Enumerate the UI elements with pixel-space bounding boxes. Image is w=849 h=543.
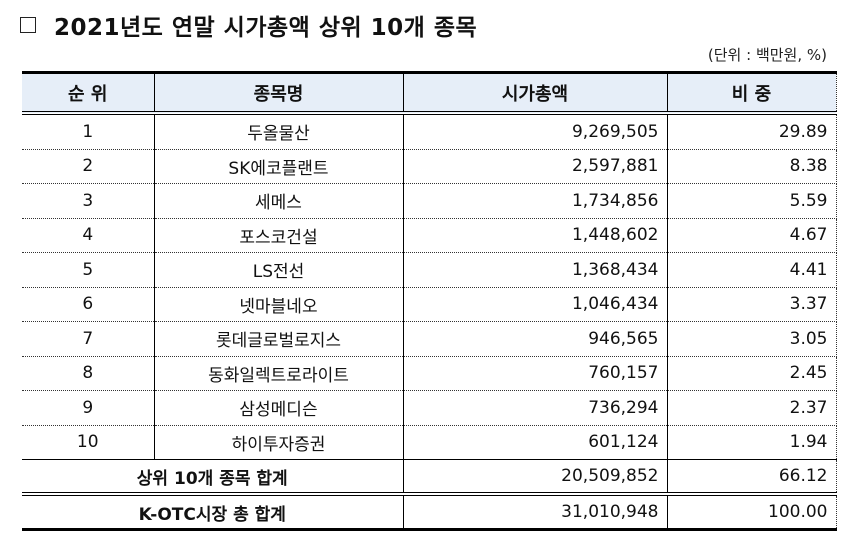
name-cell: SK에코플랜트 <box>153 149 403 184</box>
market-cap-cell: 9,269,505 <box>402 113 667 150</box>
share-cell: 1.94 <box>666 425 837 460</box>
market-total-label: K-OTC시장 총 합계 <box>22 494 403 531</box>
table-row: 8 동화일렉트로라이트 760,157 2.45 <box>22 356 837 391</box>
page-title: 2021년도 연말 시가총액 상위 10개 종목 <box>20 8 477 42</box>
table-row: 9 삼성메디슨 736,294 2.37 <box>22 390 837 426</box>
rank-cell: 7 <box>22 321 154 357</box>
market-cap-cell: 1,368,434 <box>402 252 667 288</box>
share-cell: 4.41 <box>666 252 837 288</box>
rank-cell: 6 <box>22 287 154 322</box>
share-cell: 2.45 <box>666 356 837 391</box>
header-share: 비 중 <box>666 71 837 115</box>
rank-cell: 3 <box>22 183 154 219</box>
rank-cell: 10 <box>22 425 154 460</box>
unit-note: (단위 : 백만원, %) <box>707 46 827 64</box>
top10-total-share: 66.12 <box>666 459 837 496</box>
rank-cell: 4 <box>22 218 154 253</box>
name-cell: 세메스 <box>153 183 403 219</box>
name-cell: 포스코건설 <box>153 218 403 253</box>
top10-total-row: 상위 10개 종목 합계 20,509,852 66.12 <box>22 459 837 496</box>
header-name: 종목명 <box>153 71 403 115</box>
market-total-market-cap: 31,010,948 <box>402 494 667 531</box>
header-market-cap: 시가총액 <box>402 71 667 115</box>
market-cap-cell: 2,597,881 <box>402 149 667 184</box>
share-cell: 4.67 <box>666 218 837 253</box>
table-row: 4 포스코건설 1,448,602 4.67 <box>22 218 837 253</box>
rank-cell: 9 <box>22 390 154 426</box>
market-cap-cell: 946,565 <box>402 321 667 357</box>
share-cell: 3.05 <box>666 321 837 357</box>
name-cell: 삼성메디슨 <box>153 390 403 426</box>
name-cell: 롯데글로벌로지스 <box>153 321 403 357</box>
share-cell: 29.89 <box>666 113 837 150</box>
market-cap-cell: 760,157 <box>402 356 667 391</box>
market-total-share: 100.00 <box>666 494 837 531</box>
title-text: 2021년도 연말 시가총액 상위 10개 종목 <box>54 15 478 41</box>
share-cell: 2.37 <box>666 390 837 426</box>
market-cap-cell: 1,046,434 <box>402 287 667 322</box>
name-cell: 두올물산 <box>153 113 403 150</box>
header-row: 순 위 종목명 시가총액 비 중 <box>22 71 837 115</box>
name-cell: LS전선 <box>153 252 403 288</box>
market-cap-table: 순 위 종목명 시가총액 비 중 1 두올물산 9,269,505 29.89 … <box>22 71 837 531</box>
market-cap-cell: 1,448,602 <box>402 218 667 253</box>
market-cap-cell: 1,734,856 <box>402 183 667 219</box>
market-cap-cell: 601,124 <box>402 425 667 460</box>
table-row: 6 넷마블네오 1,046,434 3.37 <box>22 287 837 322</box>
table-row: 5 LS전선 1,368,434 4.41 <box>22 252 837 288</box>
table-row: 10 하이투자증권 601,124 1.94 <box>22 425 837 460</box>
name-cell: 넷마블네오 <box>153 287 403 322</box>
table-row: 3 세메스 1,734,856 5.59 <box>22 183 837 219</box>
name-cell: 하이투자증권 <box>153 425 403 460</box>
table-row: 7 롯데글로벌로지스 946,565 3.05 <box>22 321 837 357</box>
rank-cell: 2 <box>22 149 154 184</box>
rank-cell: 5 <box>22 252 154 288</box>
top10-total-label: 상위 10개 종목 합계 <box>22 459 403 496</box>
rank-cell: 8 <box>22 356 154 391</box>
top10-total-market-cap: 20,509,852 <box>402 459 667 496</box>
checkbox-square-icon <box>20 17 36 33</box>
share-cell: 5.59 <box>666 183 837 219</box>
table-row: 1 두올물산 9,269,505 29.89 <box>22 113 837 150</box>
header-rank: 순 위 <box>22 71 154 115</box>
table-row: 2 SK에코플랜트 2,597,881 8.38 <box>22 149 837 184</box>
rank-cell: 1 <box>22 113 154 150</box>
market-total-row: K-OTC시장 총 합계 31,010,948 100.00 <box>22 494 837 531</box>
share-cell: 3.37 <box>666 287 837 322</box>
share-cell: 8.38 <box>666 149 837 184</box>
market-cap-cell: 736,294 <box>402 390 667 426</box>
name-cell: 동화일렉트로라이트 <box>153 356 403 391</box>
